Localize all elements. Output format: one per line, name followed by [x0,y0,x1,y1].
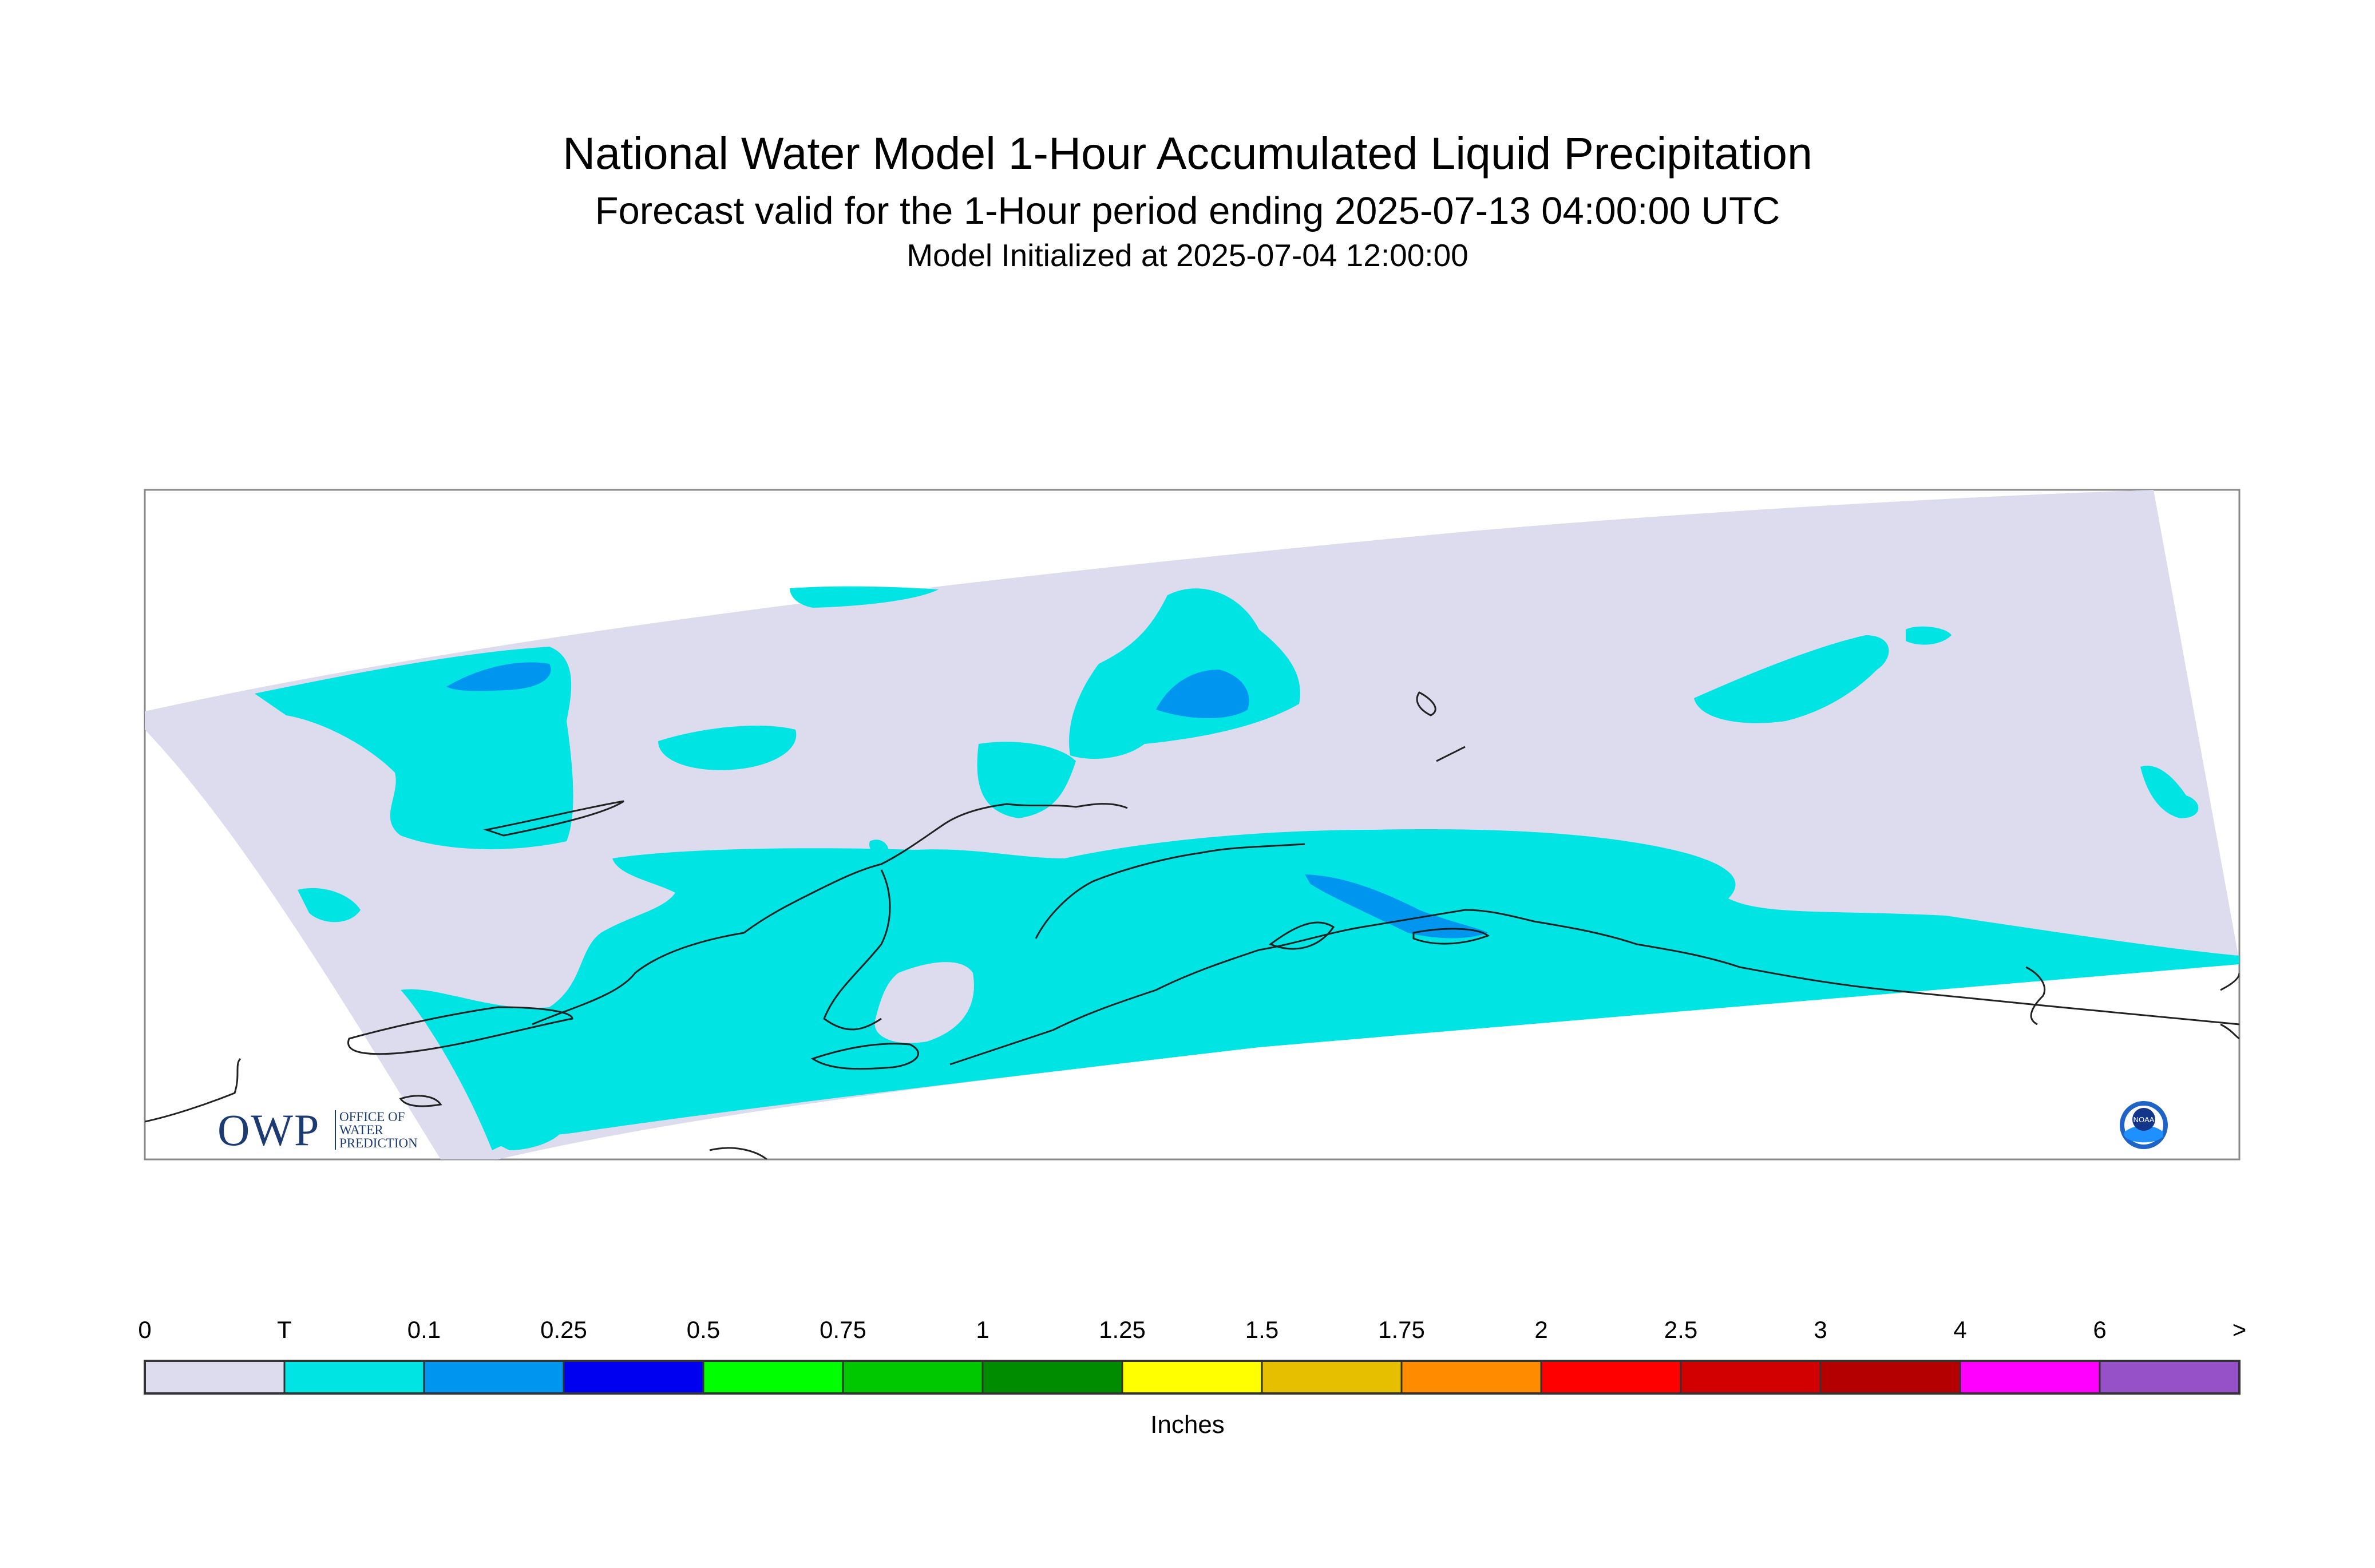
legend-swatch [563,1360,704,1395]
legend-label: T [277,1316,292,1343]
legend-label: > [2232,1316,2247,1343]
legend-colorbar [144,1360,2241,1395]
precip-moderate-areas [446,662,1488,939]
legend-label: 6 [2093,1316,2107,1343]
coastlines [145,691,2239,1159]
legend-swatch [1680,1360,1822,1395]
legend-swatch [1959,1360,2101,1395]
legend-swatch [1540,1360,1682,1395]
legend-swatch [1121,1360,1263,1395]
legend-label: 2 [1534,1316,1548,1343]
legend-label: 3 [1814,1316,1827,1343]
legend-swatch [1819,1360,1961,1395]
legend-label: 0 [138,1316,152,1343]
legend-swatch [144,1360,286,1395]
legend-label: 0.75 [820,1316,866,1343]
svg-text:NOAA: NOAA [2133,1115,2155,1124]
legend-border [144,1360,2241,1395]
legend-units: Inches [1150,1411,1225,1439]
legend-swatch [2099,1360,2241,1395]
legend-swatch [283,1360,425,1395]
legend-label: 1.5 [1245,1316,1279,1343]
legend-label: 4 [1953,1316,1967,1343]
legend-label: 1.25 [1099,1316,1146,1343]
lake-iliamna-gap [874,962,974,1043]
legend-swatch [1400,1360,1542,1395]
legend-swatch [842,1360,984,1395]
init-time: Model Initialized at 2025-07-04 12:00:00 [907,237,1468,273]
noaa-logo: NOAA [2120,1101,2168,1149]
legend-label: 0.1 [407,1316,441,1343]
legend-label: 0.25 [540,1316,587,1343]
legend-swatch [702,1360,844,1395]
legend-swatch [1261,1360,1403,1395]
legend-swatch [423,1360,565,1395]
legend-swatch [981,1360,1123,1395]
legend-label: 2.5 [1664,1316,1698,1343]
legend-label: 0.5 [686,1316,721,1343]
map-subtitle: Forecast valid for the 1-Hour period end… [595,189,1780,232]
legend-label: 1 [976,1316,989,1343]
precip-light-areas [255,586,2239,1150]
legend-label: 1.75 [1378,1316,1425,1343]
map-title: National Water Model 1-Hour Accumulated … [563,128,1812,179]
